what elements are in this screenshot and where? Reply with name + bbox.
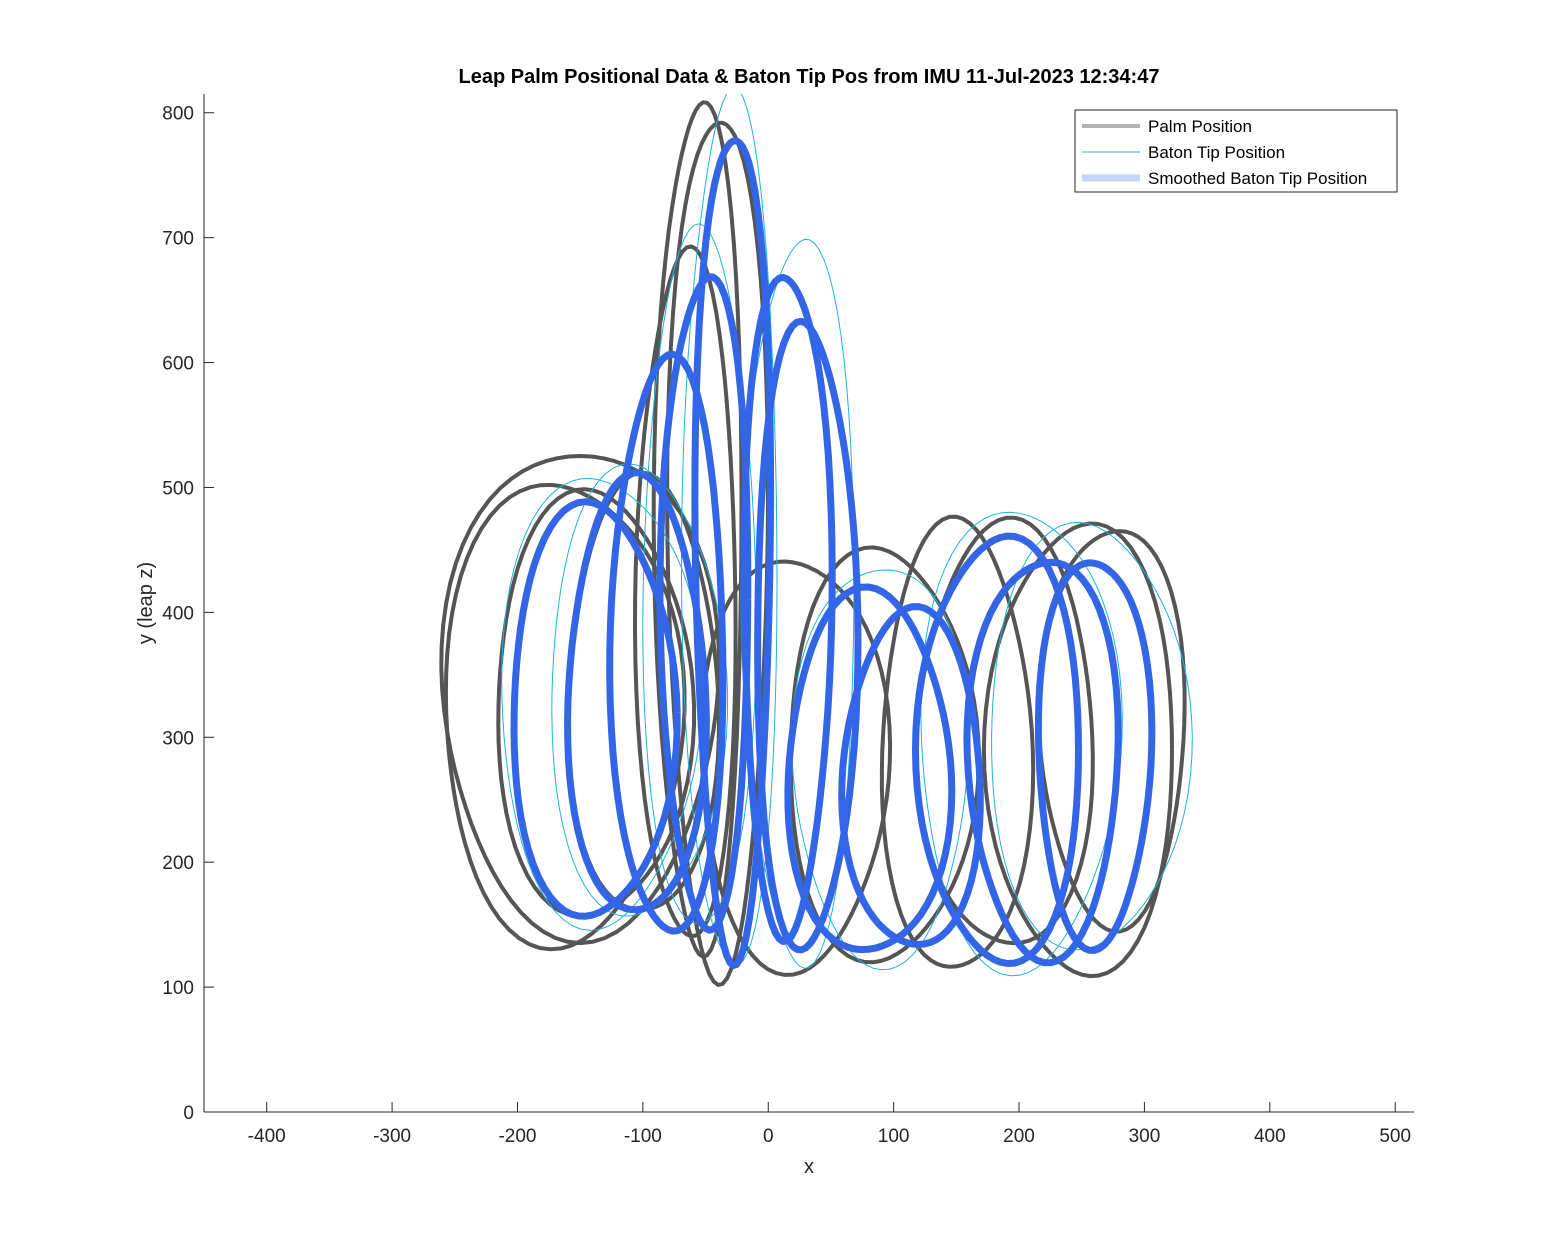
x-tick-label: -200 bbox=[498, 1126, 536, 1147]
y-tick-label: 600 bbox=[162, 354, 194, 375]
series-loop bbox=[510, 498, 681, 920]
legend-label: Baton Tip Position bbox=[1148, 143, 1285, 162]
x-tick-label: -100 bbox=[624, 1126, 662, 1147]
x-tick-label: -400 bbox=[248, 1126, 286, 1147]
y-tick-label: 0 bbox=[183, 1103, 194, 1124]
plot-area bbox=[439, 94, 1193, 987]
series-loop bbox=[879, 514, 1036, 969]
series-loop bbox=[838, 603, 984, 948]
series-loop bbox=[665, 120, 770, 987]
y-ticks: 0 100 200 300 400 500 600 700 800 bbox=[162, 104, 214, 1124]
series-loop bbox=[754, 317, 862, 954]
series-loop bbox=[740, 274, 836, 945]
chart-title: Leap Palm Positional Data & Baton Tip Po… bbox=[459, 66, 1160, 88]
series-loop bbox=[633, 244, 738, 939]
series-loop bbox=[656, 273, 752, 934]
x-tick-label: 400 bbox=[1254, 1126, 1286, 1147]
x-ticks: -400 -300 -200 -100 0 100 200 300 400 500 bbox=[248, 1102, 1411, 1147]
series-smoothed-baton-tip-position bbox=[510, 137, 1156, 969]
axes: -400 -300 -200 -100 0 100 200 300 400 500 0 100 200… bbox=[162, 94, 1414, 1147]
x-tick-label: 100 bbox=[878, 1126, 910, 1147]
series-loop bbox=[981, 521, 1174, 979]
y-tick-label: 200 bbox=[162, 853, 194, 874]
legend: Palm Position Baton Tip Position Smoothed … bbox=[1074, 109, 1398, 193]
series-loop bbox=[784, 583, 956, 954]
x-tick-label: 300 bbox=[1129, 1126, 1161, 1147]
y-tick-label: 700 bbox=[162, 229, 194, 250]
x-tick-label: 500 bbox=[1379, 1126, 1411, 1147]
y-tick-label: 100 bbox=[162, 978, 194, 999]
series-loop bbox=[963, 558, 1122, 967]
series-loop bbox=[501, 478, 704, 931]
y-axis-label: y (leap z) bbox=[135, 562, 157, 644]
legend-entries: Palm Position Baton Tip Position Smoothed … bbox=[1082, 117, 1367, 188]
x-tick-label: 200 bbox=[1003, 1126, 1035, 1147]
series-loop bbox=[691, 137, 775, 969]
series-loop bbox=[1034, 559, 1156, 954]
series-loop bbox=[564, 469, 710, 914]
legend-label: Smoothed Baton Tip Position bbox=[1148, 169, 1367, 188]
x-tick-label: 0 bbox=[763, 1126, 774, 1147]
x-tick-label: -300 bbox=[373, 1126, 411, 1147]
y-tick-label: 500 bbox=[162, 478, 194, 499]
legend-label: Palm Position bbox=[1148, 117, 1252, 136]
series-loop bbox=[991, 521, 1193, 951]
y-tick-label: 800 bbox=[162, 104, 194, 125]
y-tick-label: 300 bbox=[162, 728, 194, 749]
series-loop bbox=[912, 532, 1082, 967]
x-axis-label: x bbox=[804, 1156, 814, 1178]
y-tick-label: 400 bbox=[162, 603, 194, 624]
